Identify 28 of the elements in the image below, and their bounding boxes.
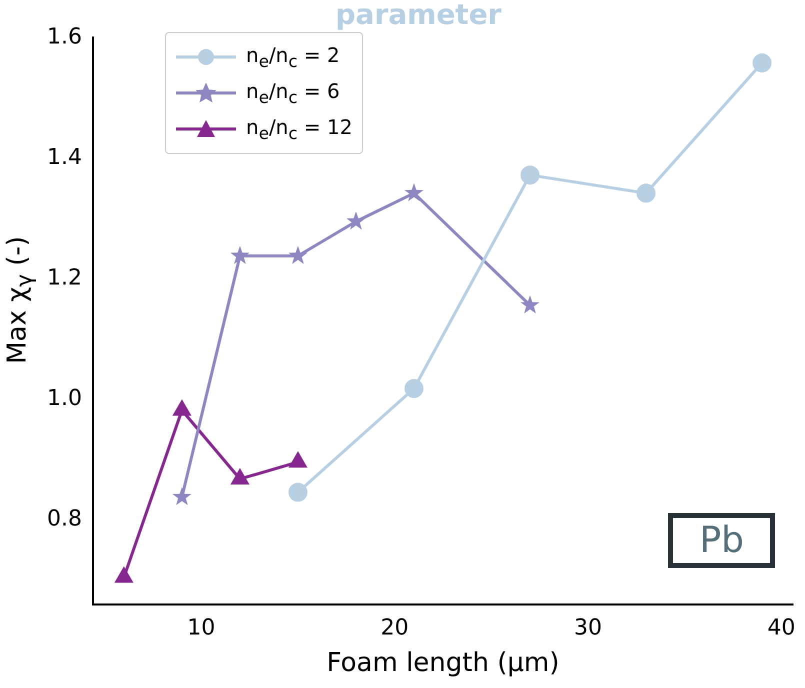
legend-label: n$_{e}$/n$_{c}$ = 12	[246, 115, 352, 143]
annotation: Pb	[668, 513, 775, 568]
point	[520, 295, 540, 314]
x-tick-label: 30	[574, 615, 602, 640]
point	[172, 487, 192, 506]
point	[230, 246, 250, 264]
chart-title: parameter	[336, 0, 502, 32]
x-tick-label: 10	[187, 615, 216, 640]
x-tick-label: 40	[767, 615, 796, 640]
point	[288, 452, 308, 468]
y-tick-label: 1.2	[46, 266, 82, 291]
y-tick-label: 1.0	[46, 386, 82, 412]
point	[404, 183, 424, 202]
x-axis-title: Foam length (μm)	[326, 648, 560, 678]
x-tick-label: 20	[380, 615, 409, 640]
legend-label: n$_{e}$/n$_{c}$ = 2	[246, 43, 340, 71]
point	[114, 566, 134, 583]
point	[520, 166, 540, 185]
point	[346, 212, 366, 230]
point	[230, 468, 250, 484]
point	[288, 246, 308, 264]
y-tick-label: 1.6	[46, 24, 82, 50]
point	[172, 400, 192, 416]
legend-label: n$_{e}$/n$_{c}$ = 6	[246, 79, 340, 107]
point	[636, 184, 656, 203]
y-tick-label: 0.8	[46, 506, 82, 532]
point	[752, 53, 772, 72]
y-tick-label: 1.4	[46, 144, 82, 170]
